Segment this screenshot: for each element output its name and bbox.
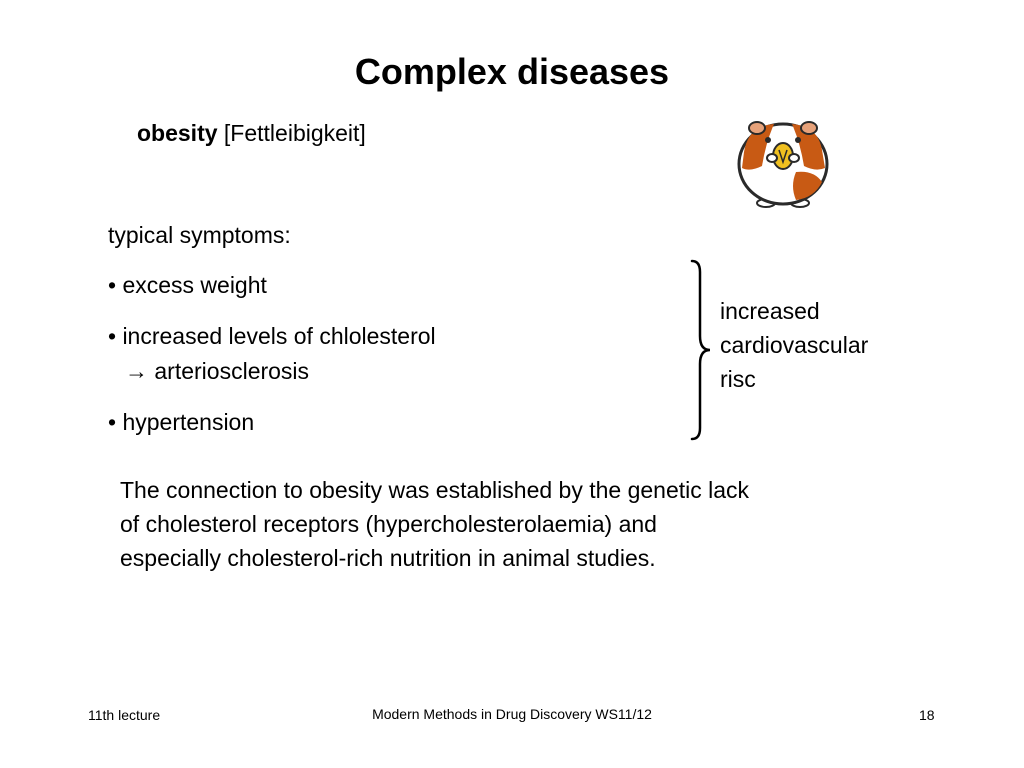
footer-lecture: 11th lecture: [88, 707, 161, 723]
footer-course-title: Modern Methods in Drug Discovery WS11/12: [372, 706, 652, 722]
symptom-subitem: → arteriosclerosis: [125, 358, 310, 384]
brace-label-line: increased: [720, 298, 820, 324]
paragraph-line: especially cholesterol-rich nutrition in…: [120, 545, 656, 571]
brace-label-line: cardiovascular: [720, 332, 869, 358]
brace-label: increased cardiovascular risc: [720, 294, 920, 396]
subtitle-translation: [Fettleibigkeit]: [223, 120, 366, 146]
right-brace: [686, 258, 716, 442]
paragraph-line: of cholesterol receptors (hypercholester…: [120, 511, 657, 537]
symptoms-heading: typical symptoms:: [108, 222, 291, 248]
brace-label-line: risc: [720, 366, 756, 392]
symptom-item: • hypertension: [108, 409, 255, 435]
hamster-icon: [730, 112, 840, 212]
paragraph-line: The connection to obesity was establishe…: [120, 477, 750, 503]
connection-paragraph: The connection to obesity was establishe…: [120, 473, 920, 575]
symptom-item: • excess weight: [108, 272, 267, 298]
subtitle-term: obesity: [137, 120, 218, 146]
symptom-item: • increased levels of chlolesterol: [108, 323, 436, 349]
slide-title: Complex diseases: [354, 51, 670, 92]
subtitle: obesity [Fettleibigkeit]: [137, 118, 366, 148]
footer-page-number: 18: [919, 707, 935, 723]
